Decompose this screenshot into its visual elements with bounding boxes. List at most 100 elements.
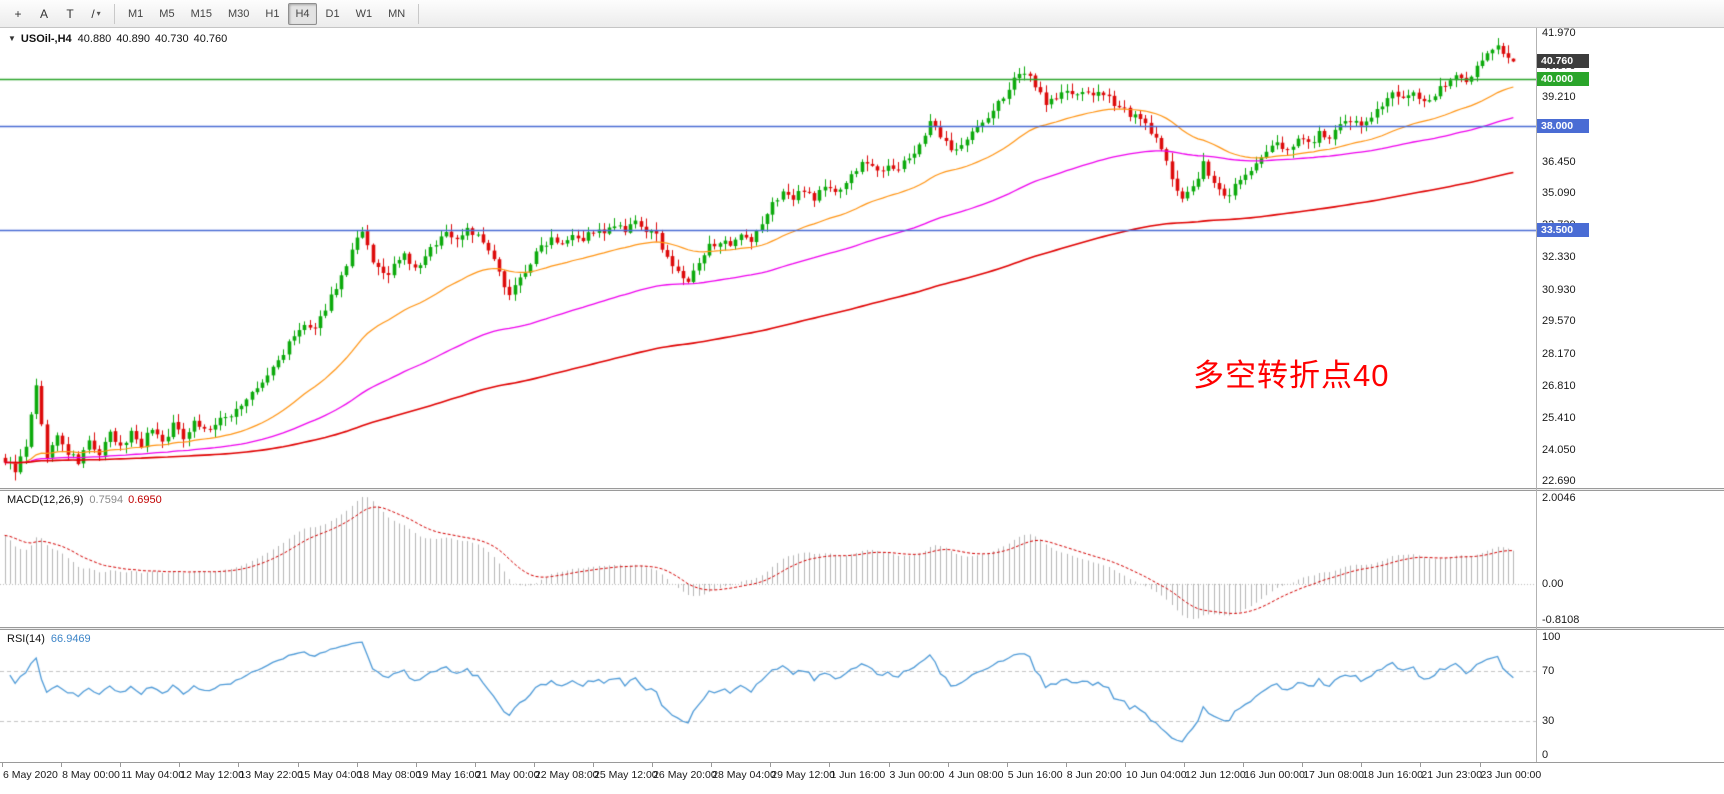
price-tick-label: 26.810 — [1542, 379, 1576, 392]
date-label: 28 May 04:00 — [712, 769, 776, 781]
time-tick — [770, 763, 772, 767]
panel-splitter[interactable] — [0, 627, 1724, 630]
price-level-badge[interactable]: 33.500 — [1537, 223, 1589, 238]
price-tick-label: 30.930 — [1542, 283, 1576, 296]
macd-signal-value: 0.6950 — [128, 494, 162, 506]
draw-line-icon: / — [91, 6, 95, 21]
quote-high: 40.890 — [116, 33, 150, 45]
draw-line-button[interactable]: / ▾ — [84, 3, 108, 25]
price-tick-label: 35.090 — [1542, 187, 1576, 200]
macd-axis-min-label: -0.8108 — [1542, 614, 1580, 626]
timeframe-h4-button[interactable]: H4 — [288, 2, 317, 25]
quote-close: 40.760 — [193, 33, 228, 45]
time-tick — [1124, 763, 1126, 767]
date-label: 18 Jun 16:00 — [1362, 769, 1424, 781]
price-tick-label: 41.970 — [1542, 27, 1576, 40]
timeframe-mn-button[interactable]: MN — [388, 7, 406, 20]
time-tick — [61, 763, 63, 767]
text-box-icon: T — [66, 6, 74, 21]
quote-low: 40.730 — [154, 33, 189, 45]
time-tick — [1006, 763, 1008, 767]
time-tick — [593, 763, 594, 767]
macd-name: MACD(12,26,9) — [7, 494, 84, 506]
date-label: 8 May 00:00 — [62, 769, 120, 781]
date-label: 19 May 16:00 — [416, 769, 481, 781]
date-label: 12 Jun 12:00 — [1185, 769, 1246, 781]
date-label: 4 Jun 08:00 — [948, 769, 1004, 781]
time-tick — [238, 763, 240, 767]
time-tick — [1420, 763, 1422, 767]
rsi-value: 66.9469 — [50, 633, 91, 645]
text-annotation-button[interactable]: A — [32, 3, 56, 25]
time-tick — [179, 763, 181, 767]
time-tick — [829, 763, 831, 767]
date-label: 25 May 12:00 — [594, 769, 658, 781]
timeframe-h1-button[interactable]: H1 — [265, 7, 280, 20]
crosshair-icon: + — [14, 6, 22, 21]
date-label: 17 Jun 08:00 — [1303, 769, 1364, 781]
panel-splitter[interactable] — [0, 488, 1724, 491]
macd-indicator-canvas[interactable] — [0, 491, 1536, 627]
price-tick-label: 22.690 — [1542, 475, 1576, 488]
price-tick-label: 29.570 — [1542, 315, 1576, 328]
one-click-trading-icon[interactable]: ▼ — [8, 34, 16, 43]
date-label: 12 May 12:00 — [180, 769, 244, 781]
rsi-name: RSI(14) — [7, 633, 45, 645]
price-tick-label: 28.170 — [1542, 347, 1576, 360]
macd-main-value: 0.7594 — [89, 494, 124, 506]
crosshair-button[interactable]: + — [6, 3, 30, 25]
price-tick-label: 36.450 — [1542, 155, 1576, 168]
timeframe-d1-button[interactable]: D1 — [325, 7, 340, 20]
time-tick — [1479, 763, 1481, 767]
time-tick — [652, 763, 654, 767]
date-label: 18 May 08:00 — [357, 769, 422, 781]
price-tick-label: 25.410 — [1542, 412, 1576, 425]
price-tick-label: 39.210 — [1542, 91, 1576, 104]
quote-open: 40.880 — [77, 33, 112, 45]
toolbar: + A T / ▾ M1 M5 M15 M30 H1 H4 D1 W1 MN — [0, 0, 1724, 28]
macd-axis-max-label: 2.0046 — [1542, 492, 1576, 504]
toolbar-separator — [114, 3, 115, 24]
time-tick — [1361, 763, 1363, 767]
time-tick — [120, 763, 122, 767]
time-tick — [356, 763, 358, 767]
price-level-badge[interactable]: 38.000 — [1537, 118, 1589, 133]
time-tick — [1184, 763, 1185, 767]
time-tick — [711, 763, 713, 767]
date-label: 21 Jun 23:00 — [1421, 769, 1483, 781]
chart-title: ▼ USOil-,H4 40.880 40.890 40.730 40.760 — [8, 33, 232, 45]
price-chart-canvas[interactable] — [0, 28, 1536, 488]
date-label: 16 Jun 00:00 — [1244, 769, 1305, 781]
date-label: 3 Jun 00:00 — [889, 769, 945, 781]
rsi-axis-label: 70 — [1542, 665, 1555, 678]
time-tick — [1243, 763, 1245, 767]
time-tick — [415, 763, 417, 767]
timeframe-m15-button[interactable]: M15 — [190, 7, 212, 20]
symbol-timeframe-label: USOil-,H4 — [20, 33, 72, 45]
time-tick — [888, 763, 890, 767]
date-label: 10 Jun 04:00 — [1125, 769, 1187, 781]
rsi-label: RSI(14) 66.9469 — [7, 633, 91, 645]
time-tick — [297, 763, 299, 767]
date-label: 5 Jun 16:00 — [1007, 769, 1063, 781]
rsi-indicator-canvas[interactable] — [0, 630, 1536, 762]
chart-text-annotation[interactable]: 多空转折点40 — [1193, 358, 1390, 393]
date-label: 26 May 20:00 — [653, 769, 717, 781]
time-tick — [474, 763, 476, 767]
timeframe-w1-button[interactable]: W1 — [355, 7, 373, 20]
chevron-down-icon: ▾ — [96, 9, 101, 18]
timeframe-m5-button[interactable]: M5 — [159, 7, 175, 20]
text-box-button[interactable]: T — [58, 3, 82, 25]
time-tick — [1065, 763, 1067, 767]
time-axis[interactable]: 6 May 2020 8 May 00:00 11 May 04:00 12 May … — [0, 762, 1724, 794]
timeframe-m1-button[interactable]: M1 — [128, 7, 144, 20]
date-label: 11 May 04:00 — [121, 769, 185, 781]
date-label: 1 Jun 16:00 — [830, 769, 886, 781]
timeframe-m30-button[interactable]: M30 — [227, 7, 250, 20]
date-label: 22 May 08:00 — [534, 769, 599, 781]
time-tick — [947, 763, 949, 767]
date-label: 29 May 12:00 — [771, 769, 835, 781]
price-level-badge[interactable]: 40.000 — [1537, 72, 1589, 87]
current-price-badge: 40.760 — [1537, 54, 1589, 69]
